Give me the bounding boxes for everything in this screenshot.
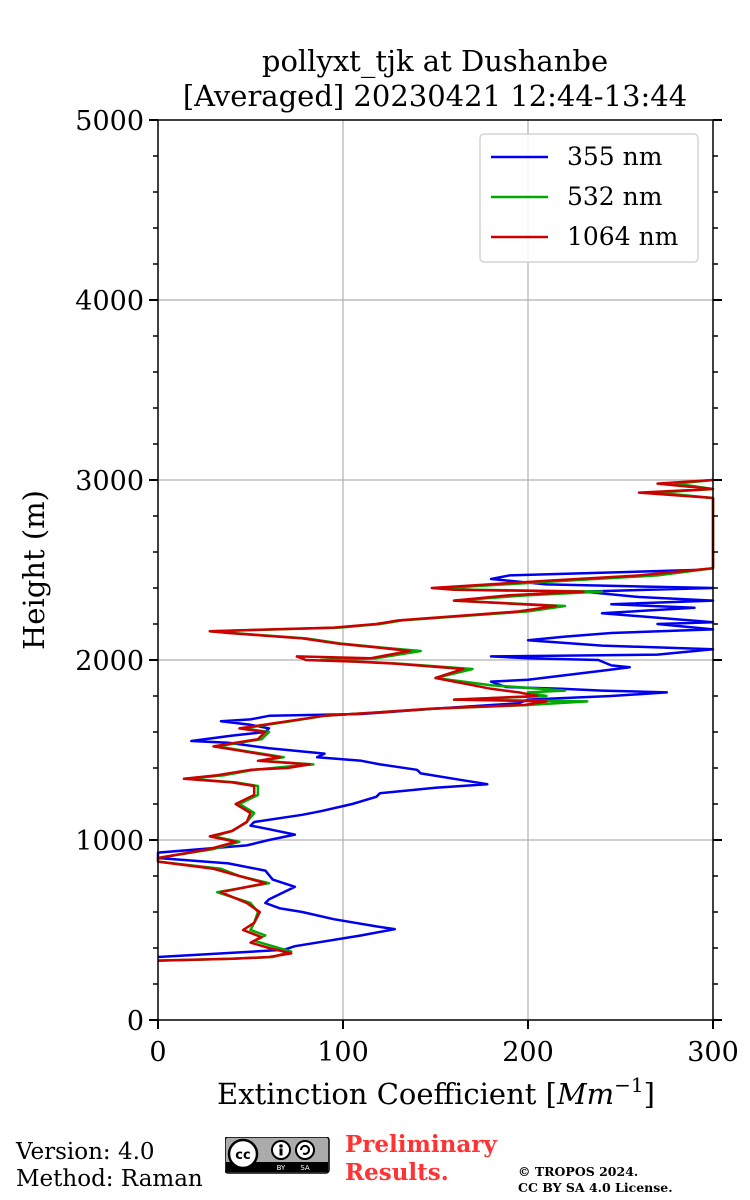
x-axis-label-close: ]	[644, 1077, 655, 1111]
x-tick-label: 100	[317, 1037, 369, 1068]
chart-title: pollyxt_tjk at Dushanbe	[262, 44, 608, 79]
legend-box	[479, 133, 699, 263]
y-tick-label: 4000	[75, 286, 144, 317]
copyright-line2: CC BY SA 4.0 License.	[518, 1180, 673, 1195]
preliminary-label-line2: Results.	[345, 1159, 449, 1186]
cc-by-text: BY	[277, 1164, 286, 1172]
preliminary-label-line1: Preliminary	[345, 1131, 497, 1158]
plot-frame	[157, 119, 714, 1021]
chart-subtitle: [Averaged] 20230421 12:44-13:44	[183, 79, 687, 113]
y-axis-label: Height (m)	[17, 490, 51, 650]
version-text: Version: 4.0	[16, 1139, 155, 1165]
x-tick-label: 300	[687, 1037, 739, 1068]
y-tick-label: 1000	[75, 826, 144, 857]
x-axis-label-unit: Mm	[556, 1077, 614, 1111]
series-layer	[156, 478, 715, 962]
y-tick-label: 2000	[75, 646, 144, 677]
y-tick-label: 5000	[75, 106, 144, 137]
cc-logo-text: cc	[235, 1148, 250, 1163]
x-axis-label-text: Extinction Coefficient [	[217, 1077, 557, 1111]
y-tick-label: 0	[127, 1006, 144, 1037]
legend-label-1064: 1064 nm	[567, 222, 679, 251]
x-tick-label: 200	[502, 1037, 554, 1068]
cc-by-sa-license-icon: cc BY SA	[225, 1137, 330, 1174]
method-text: Method: Raman	[16, 1166, 203, 1192]
copyright-line1: © TROPOS 2024.	[518, 1164, 639, 1179]
legend-label-355: 355 nm	[567, 142, 663, 171]
cc-sa-text: SA	[300, 1164, 310, 1172]
x-axis-label-exponent: −1	[614, 1073, 643, 1097]
legend: 355 nm 532 nm 1064 nm	[479, 133, 699, 263]
axis-ticks	[149, 119, 722, 1029]
grid-lines	[158, 120, 713, 1020]
y-tick-label: 3000	[75, 466, 144, 497]
legend-label-532: 532 nm	[567, 182, 663, 211]
series-line-2	[156, 478, 715, 962]
x-tick-label: 0	[149, 1037, 166, 1068]
x-axis-label: Extinction Coefficient [Mm−1]	[217, 1073, 655, 1111]
